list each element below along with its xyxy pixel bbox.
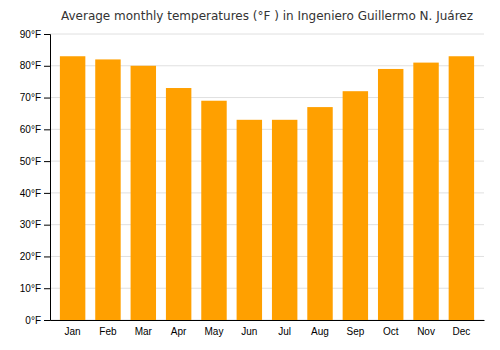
bar [166,88,191,320]
y-tick: 60°F [20,124,50,135]
grid-line [50,34,484,35]
x-tick: Jan [65,320,81,337]
x-tick: Apr [171,320,187,337]
y-tick-label: 70°F [20,92,41,103]
x-tick: Nov [417,320,435,337]
y-tick: 80°F [20,60,50,71]
x-tick: Jul [278,320,291,337]
x-tick: Aug [311,320,329,337]
y-tick-mark [44,129,50,130]
bar [307,107,332,320]
x-tick: Jun [241,320,257,337]
y-tick-mark [44,34,50,35]
bar [413,63,438,320]
bar [95,59,120,320]
x-tick-label: Nov [417,326,435,337]
x-tick-label: Apr [171,326,187,337]
bar [60,56,85,320]
y-tick: 0°F [25,315,50,326]
y-tick-label: 0°F [25,315,41,326]
x-tick: Sep [346,320,364,337]
y-tick-mark [44,98,50,99]
y-tick-mark [44,193,50,194]
grid [50,34,484,320]
x-tick-label: Jul [278,326,291,337]
bar [237,120,262,320]
y-tick: 30°F [20,219,50,230]
x-tick-label: Dec [452,326,470,337]
y-tick-label: 80°F [20,60,41,71]
bar [131,66,156,320]
x-tick: Feb [99,320,117,337]
y-tick: 70°F [20,92,50,103]
bar [378,69,403,320]
x-axis: Jan Feb Mar Apr May Jun Jul Aug Sep Oct Nov Dec [51,320,485,337]
y-tick: 20°F [20,251,50,262]
x-tick-label: Feb [99,326,117,337]
y-axis-line [44,35,51,321]
y-axis: 0°F 10°F 20°F 30°F 40°F 50°F 60°F 70°F 80°F 90°F [20,29,51,326]
bar [343,91,368,320]
y-tick-label: 10°F [20,283,41,294]
bar [201,101,226,320]
x-tick-label: May [205,326,224,337]
x-tick: Dec [452,320,470,337]
y-tick-label: 40°F [20,188,41,199]
y-tick: 50°F [20,156,50,167]
y-tick: 90°F [20,29,50,40]
y-tick-label: 30°F [20,219,41,230]
y-tick: 10°F [20,283,50,294]
x-tick-label: Mar [135,326,153,337]
y-tick-mark [44,256,50,257]
y-tick-label: 50°F [20,156,41,167]
x-tick: May [205,320,224,337]
chart: 0°F 10°F 20°F 30°F 40°F 50°F 60°F 70°F 80°F 90°F J… [0,0,500,350]
bar [272,120,297,320]
x-tick-label: Sep [346,326,364,337]
y-tick: 40°F [20,188,50,199]
y-tick-mark [44,320,50,321]
y-tick-mark [44,161,50,162]
x-tick-label: Aug [311,326,329,337]
y-tick-mark [44,225,50,226]
y-tick-mark [44,66,50,67]
y-tick-mark [44,288,50,289]
y-tick-label: 20°F [20,251,41,262]
title: Average monthly temperatures (°F ) in In… [61,9,473,23]
x-axis-line [51,320,485,321]
plot-area [60,56,474,320]
x-tick: Oct [383,320,399,337]
y-tick-label: 90°F [20,29,41,40]
x-tick-label: Jan [65,326,81,337]
bar [449,56,474,320]
x-tick-label: Jun [241,326,257,337]
x-tick-label: Oct [383,326,399,337]
y-tick-label: 60°F [20,124,41,135]
x-tick: Mar [135,320,153,337]
